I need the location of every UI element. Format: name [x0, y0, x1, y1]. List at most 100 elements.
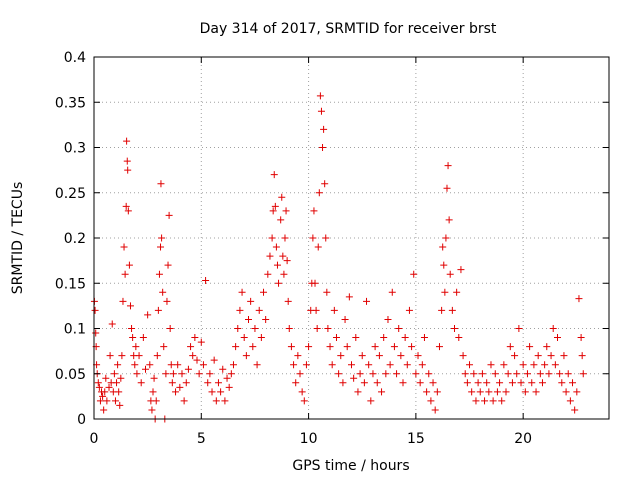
data-point	[142, 365, 149, 373]
data-point	[354, 388, 362, 396]
data-point	[431, 406, 439, 414]
data-point	[174, 361, 182, 369]
data-point	[348, 361, 355, 369]
data-point	[132, 343, 140, 351]
data-point	[300, 397, 308, 405]
data-point	[214, 379, 222, 387]
data-point	[345, 293, 353, 301]
data-point	[502, 388, 510, 396]
data-point	[240, 334, 248, 342]
data-point	[481, 397, 489, 405]
data-point	[251, 325, 259, 332]
data-point	[443, 184, 451, 192]
data-point	[459, 352, 467, 360]
data-point	[217, 388, 225, 396]
data-point	[102, 374, 110, 382]
data-point	[317, 107, 325, 115]
data-point	[369, 370, 377, 378]
data-point	[358, 352, 366, 360]
data-point	[146, 361, 154, 369]
data-point	[519, 361, 527, 369]
data-point	[221, 397, 229, 405]
data-point	[410, 270, 418, 278]
chart-title: Day 314 of 2017, SRMTID for receiver brs…	[200, 21, 497, 37]
data-point	[152, 397, 160, 405]
x-tick-label: 10	[300, 431, 318, 447]
data-point	[541, 361, 549, 369]
data-point	[393, 370, 401, 378]
data-point	[225, 383, 233, 391]
data-point	[117, 374, 125, 382]
data-point	[440, 261, 448, 269]
data-point	[538, 379, 546, 387]
data-point	[206, 370, 214, 378]
data-point	[556, 370, 564, 378]
data-point	[429, 379, 437, 387]
data-point	[227, 370, 235, 378]
data-point	[91, 306, 99, 314]
data-point	[279, 252, 287, 260]
y-tick-label: 0.3	[64, 141, 86, 157]
data-point	[433, 388, 441, 396]
data-point	[312, 306, 320, 314]
data-point	[292, 379, 300, 387]
data-point	[420, 334, 428, 342]
data-point	[278, 193, 286, 201]
data-point	[124, 166, 132, 174]
data-point	[500, 361, 508, 369]
data-point	[162, 370, 170, 378]
data-point	[496, 379, 504, 387]
data-point	[94, 379, 102, 387]
data-point	[172, 388, 180, 396]
data-point	[128, 325, 136, 332]
data-point	[168, 379, 176, 387]
data-point	[101, 388, 109, 396]
data-point	[324, 325, 332, 332]
data-point	[284, 297, 292, 305]
data-point	[489, 397, 497, 405]
data-point	[266, 252, 274, 260]
data-point	[388, 288, 396, 296]
data-point	[153, 352, 161, 360]
data-point	[316, 92, 324, 100]
data-point	[121, 270, 129, 278]
data-point	[180, 397, 188, 405]
data-point	[311, 279, 319, 287]
data-point	[163, 297, 171, 305]
data-point	[242, 352, 250, 360]
data-point	[562, 388, 570, 396]
data-point	[435, 343, 443, 351]
data-point	[157, 180, 165, 188]
data-point	[154, 306, 162, 314]
data-point	[272, 243, 280, 251]
data-point	[461, 370, 469, 378]
data-point	[197, 338, 205, 346]
data-point	[264, 270, 272, 278]
data-point	[271, 202, 279, 210]
data-point	[116, 401, 124, 409]
y-tick-label: 0	[77, 412, 86, 428]
data-point	[343, 343, 351, 351]
data-point	[210, 356, 218, 364]
data-point	[451, 325, 458, 332]
data-point	[149, 388, 157, 396]
data-point	[321, 180, 329, 188]
data-point	[166, 325, 174, 332]
data-point	[195, 370, 203, 378]
data-point	[508, 379, 516, 387]
y-tick-label: 0.2	[64, 231, 86, 247]
data-point	[277, 216, 285, 224]
data-point	[526, 343, 534, 351]
data-point	[442, 234, 450, 242]
data-point	[137, 379, 145, 387]
x-tick-label: 15	[407, 431, 425, 447]
data-point	[169, 370, 177, 378]
data-point	[281, 234, 289, 242]
data-point	[232, 343, 240, 351]
data-point	[513, 370, 521, 378]
data-point	[395, 325, 403, 332]
data-point	[159, 288, 167, 296]
data-point	[491, 370, 499, 378]
data-point	[314, 243, 322, 251]
data-point	[129, 334, 137, 342]
